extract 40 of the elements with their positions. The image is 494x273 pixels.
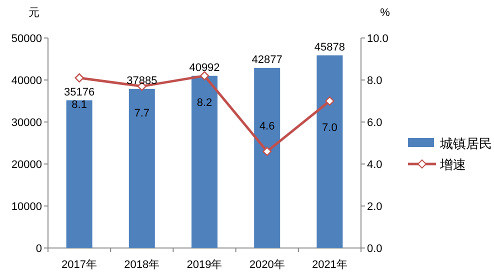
- x-tick-label: 2020年: [249, 259, 285, 271]
- y-tick-label: 10000: [11, 201, 42, 213]
- x-tick-label: 2021年: [312, 259, 348, 271]
- data-label: 35176: [64, 86, 95, 98]
- point: [262, 146, 272, 156]
- bar: [316, 55, 343, 248]
- y2-axis-title: %: [380, 7, 390, 19]
- y2-tick-label: 8.0: [367, 75, 382, 87]
- data-label: 7.0: [322, 122, 338, 134]
- data-label: 37885: [126, 74, 158, 87]
- y2-tick-label: 10.0: [367, 33, 388, 45]
- data-label: 8.1: [72, 98, 87, 111]
- data-label: 7.7: [134, 107, 150, 120]
- y-tick-label: 0: [36, 243, 42, 255]
- y2-tick-label: 0.0: [367, 243, 382, 255]
- data-label: 4.6: [259, 120, 275, 132]
- bar: [66, 100, 92, 248]
- y2-tick-label: 2.0: [367, 201, 382, 213]
- bar: [128, 88, 155, 248]
- point: [200, 71, 210, 80]
- data-label: 40992: [189, 62, 220, 74]
- y-axis-title: 元: [28, 7, 40, 19]
- data-label: 8.2: [196, 96, 212, 109]
- point: [325, 96, 334, 106]
- y2-tick-label: 4.0: [367, 159, 382, 171]
- data-label: 45878: [314, 41, 345, 54]
- bar: [254, 68, 280, 248]
- point: [74, 73, 84, 82]
- y-tick-label: 20000: [11, 159, 42, 171]
- x-tick-label: 2018年: [124, 259, 160, 271]
- bar: [192, 76, 218, 248]
- y-tick-label: 40000: [11, 75, 42, 87]
- x-tick-label: 2019年: [186, 259, 222, 271]
- y-tick-label: 50000: [11, 33, 42, 45]
- x-tick-label: 2017年: [62, 259, 98, 271]
- y2-tick-label: 6.0: [367, 117, 382, 129]
- data-label: 42877: [252, 54, 282, 66]
- legend-label: 城镇居民: [439, 136, 492, 151]
- legend-label: 增速: [439, 157, 466, 172]
- y-tick-label: 30000: [11, 117, 42, 129]
